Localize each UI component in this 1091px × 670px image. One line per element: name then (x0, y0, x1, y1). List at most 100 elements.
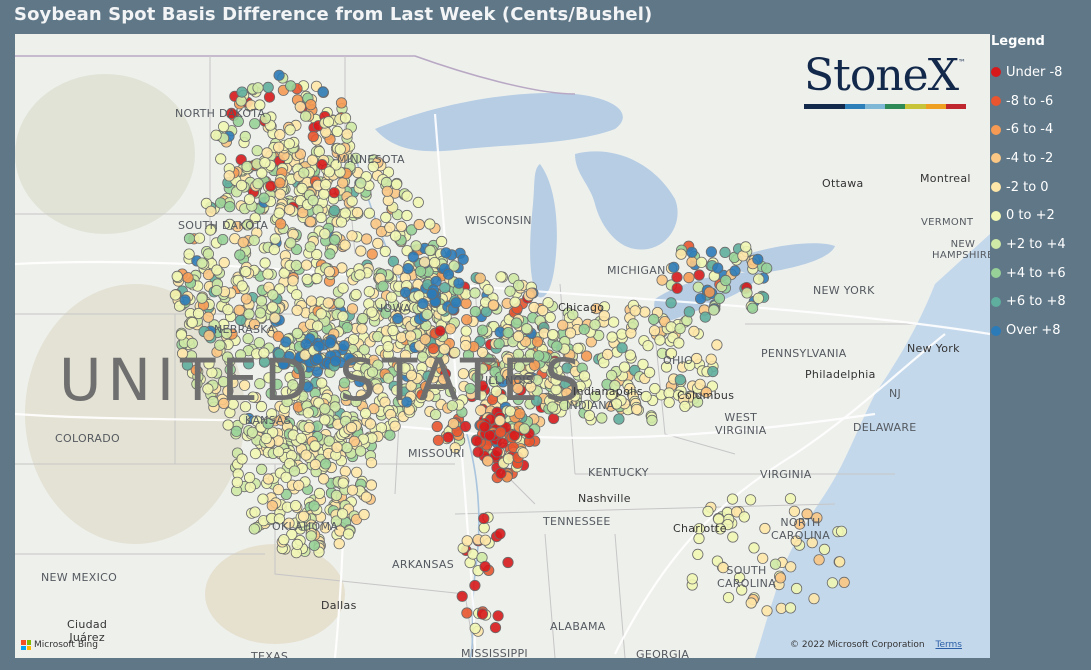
elevator-marker[interactable] (306, 154, 318, 166)
elevator-marker[interactable] (469, 622, 481, 634)
elevator-marker[interactable] (236, 86, 248, 98)
elevator-marker[interactable] (559, 399, 571, 411)
elevator-marker[interactable] (328, 205, 340, 217)
elevator-marker[interactable] (300, 338, 312, 350)
elevator-marker[interactable] (502, 353, 514, 365)
elevator-marker[interactable] (259, 157, 271, 169)
elevator-marker[interactable] (512, 279, 525, 291)
elevator-marker[interactable] (375, 297, 387, 309)
elevator-marker[interactable] (301, 273, 313, 285)
elevator-marker[interactable] (193, 232, 206, 244)
elevator-marker[interactable] (179, 294, 191, 306)
elevator-marker[interactable] (313, 340, 325, 352)
elevator-marker[interactable] (446, 400, 458, 412)
elevator-marker[interactable] (211, 264, 223, 276)
elevator-marker[interactable] (482, 284, 494, 296)
elevator-marker[interactable] (181, 359, 193, 371)
elevator-marker[interactable] (537, 304, 549, 317)
elevator-marker[interactable] (280, 336, 292, 348)
elevator-marker[interactable] (191, 378, 203, 390)
elevator-marker[interactable] (384, 429, 396, 441)
elevator-marker[interactable] (337, 282, 349, 294)
elevator-marker[interactable] (305, 530, 317, 542)
elevator-marker[interactable] (334, 143, 346, 155)
elevator-marker[interactable] (308, 500, 320, 512)
elevator-marker[interactable] (489, 621, 502, 634)
elevator-marker[interactable] (675, 248, 687, 260)
elevator-marker[interactable] (530, 395, 543, 407)
elevator-marker[interactable] (307, 130, 319, 143)
elevator-marker[interactable] (202, 383, 214, 395)
elevator-marker[interactable] (296, 182, 308, 194)
elevator-marker[interactable] (304, 241, 316, 253)
elevator-marker[interactable] (323, 435, 335, 447)
elevator-marker[interactable] (363, 286, 375, 298)
elevator-marker[interactable] (339, 465, 351, 477)
elevator-marker[interactable] (316, 377, 328, 389)
legend-item[interactable]: -6 to -4 (991, 115, 1089, 144)
elevator-marker[interactable] (686, 573, 698, 585)
elevator-marker[interactable] (222, 385, 234, 397)
elevator-marker[interactable] (399, 349, 412, 361)
elevator-marker[interactable] (639, 306, 651, 318)
elevator-marker[interactable] (479, 534, 491, 546)
elevator-marker[interactable] (342, 528, 355, 540)
elevator-marker[interactable] (290, 259, 302, 271)
elevator-marker[interactable] (262, 418, 274, 430)
elevator-marker[interactable] (769, 558, 782, 570)
elevator-marker[interactable] (785, 561, 797, 573)
elevator-marker[interactable] (738, 511, 750, 523)
elevator-marker[interactable] (512, 382, 524, 394)
elevator-marker[interactable] (346, 230, 358, 242)
elevator-marker[interactable] (424, 218, 436, 230)
elevator-marker[interactable] (385, 291, 398, 303)
elevator-marker[interactable] (307, 194, 319, 206)
elevator-marker[interactable] (297, 510, 310, 522)
elevator-marker[interactable] (328, 187, 340, 199)
elevator-marker[interactable] (331, 441, 343, 453)
elevator-marker[interactable] (572, 342, 584, 354)
elevator-marker[interactable] (283, 350, 295, 363)
elevator-marker[interactable] (726, 493, 739, 505)
elevator-marker[interactable] (719, 246, 731, 258)
elevator-marker[interactable] (469, 287, 481, 299)
elevator-marker[interactable] (542, 297, 554, 309)
elevator-marker[interactable] (512, 348, 524, 360)
elevator-marker[interactable] (818, 543, 831, 556)
elevator-marker[interactable] (243, 308, 255, 320)
legend-item[interactable]: +4 to +6 (991, 259, 1089, 288)
elevator-marker[interactable] (668, 261, 680, 273)
elevator-marker[interactable] (268, 244, 280, 256)
elevator-marker[interactable] (354, 375, 366, 388)
elevator-marker[interactable] (476, 346, 489, 358)
elevator-marker[interactable] (740, 241, 752, 253)
elevator-marker[interactable] (574, 380, 586, 392)
elevator-marker[interactable] (234, 249, 246, 261)
elevator-marker[interactable] (671, 282, 683, 294)
elevator-marker[interactable] (476, 608, 489, 620)
elevator-marker[interactable] (472, 446, 484, 458)
elevator-marker[interactable] (320, 458, 332, 470)
elevator-marker[interactable] (684, 359, 696, 371)
elevator-marker[interactable] (460, 297, 472, 309)
elevator-marker[interactable] (589, 390, 601, 402)
elevator-marker[interactable] (329, 355, 342, 367)
elevator-marker[interactable] (271, 378, 283, 390)
elevator-marker[interactable] (260, 432, 272, 445)
elevator-marker[interactable] (413, 218, 425, 231)
elevator-marker[interactable] (377, 280, 389, 292)
elevator-marker[interactable] (660, 361, 673, 373)
elevator-marker[interactable] (426, 288, 438, 300)
elevator-marker[interactable] (693, 269, 705, 281)
elevator-marker[interactable] (354, 445, 367, 457)
elevator-marker[interactable] (218, 257, 230, 269)
elevator-marker[interactable] (437, 373, 450, 385)
elevator-marker[interactable] (309, 440, 321, 452)
elevator-marker[interactable] (733, 571, 746, 584)
elevator-marker[interactable] (414, 265, 427, 277)
elevator-marker[interactable] (266, 500, 278, 512)
elevator-marker[interactable] (320, 126, 332, 138)
elevator-marker[interactable] (202, 248, 214, 260)
elevator-marker[interactable] (752, 253, 764, 265)
elevator-marker[interactable] (232, 115, 244, 128)
